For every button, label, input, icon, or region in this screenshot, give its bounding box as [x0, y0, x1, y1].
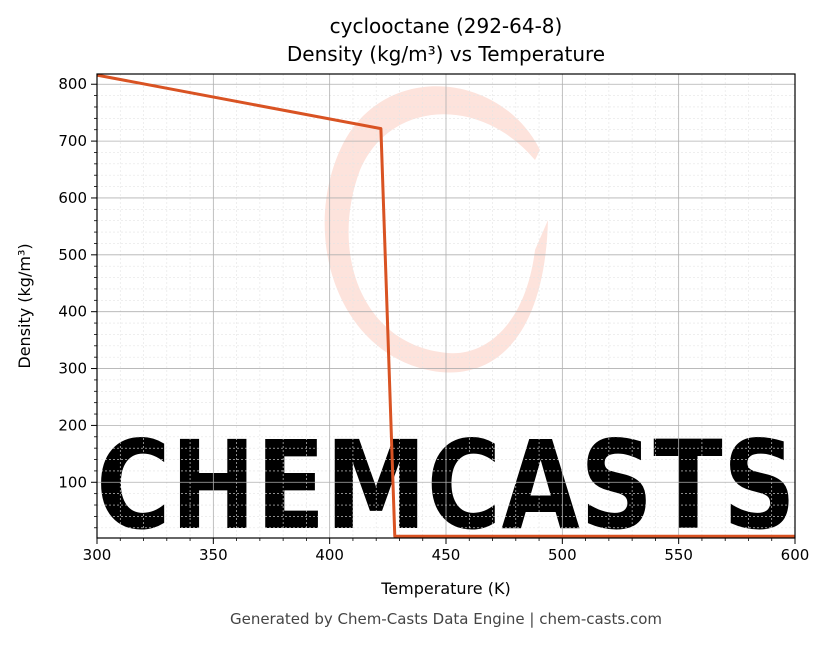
- footer-credit: Generated by Chem-Casts Data Engine | ch…: [230, 610, 662, 628]
- chart-title-line1: cyclooctane (292-64-8): [330, 14, 563, 38]
- x-tick-label: 400: [315, 546, 344, 564]
- y-tick-label: 800: [58, 75, 87, 93]
- x-tick-label: 550: [664, 546, 693, 564]
- y-axis-label: Density (kg/m³): [15, 243, 34, 368]
- watermark-c-logo: [324, 86, 548, 373]
- major-grid: [96, 74, 796, 538]
- x-tick-label: 500: [548, 546, 577, 564]
- y-tick-label: 700: [58, 132, 87, 150]
- y-tick-labels: 100 200 300 400 500 600 700 800: [58, 75, 87, 491]
- x-tick-label: 350: [199, 546, 228, 564]
- y-tick-label: 600: [58, 189, 87, 207]
- x-tick-label: 450: [432, 546, 461, 564]
- y-tick-label: 100: [58, 473, 87, 491]
- y-tick-label: 500: [58, 246, 87, 264]
- axis-ticks: [91, 83, 796, 544]
- x-tick-labels: 300 350 400 450 500 550 600: [83, 546, 810, 564]
- x-axis-label: Temperature (K): [380, 579, 510, 598]
- chart-title-line2: Density (kg/m³) vs Temperature: [287, 42, 605, 66]
- y-tick-label: 300: [58, 360, 87, 378]
- x-tick-label: 300: [83, 546, 112, 564]
- y-tick-label: 400: [58, 303, 87, 321]
- x-tick-label: 600: [781, 546, 810, 564]
- y-tick-label: 200: [58, 416, 87, 434]
- density-series-line: [96, 73, 795, 538]
